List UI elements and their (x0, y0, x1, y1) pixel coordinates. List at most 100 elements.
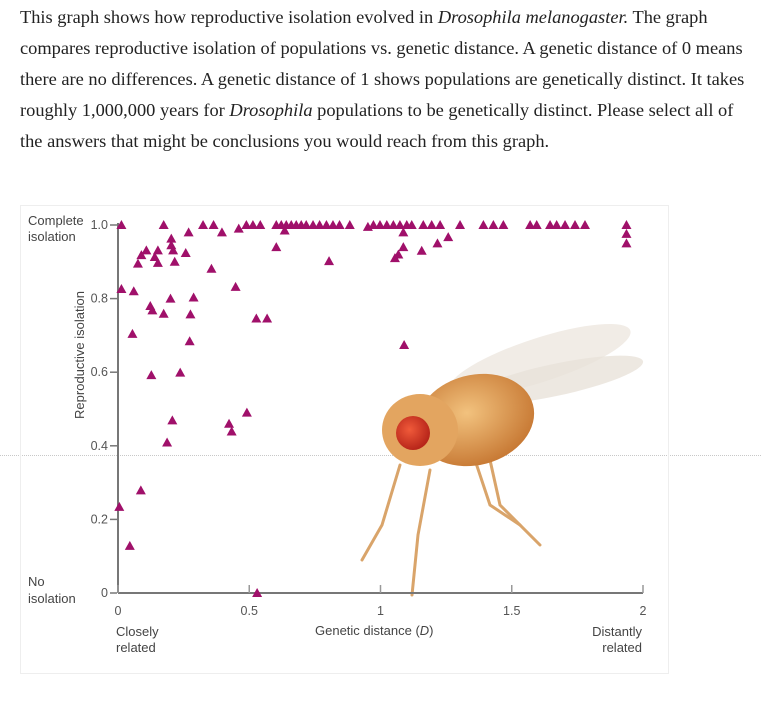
y-tick-label: 0 (101, 586, 108, 600)
x-tick-label: 0 (115, 604, 122, 618)
data-point (389, 253, 400, 263)
data-point (545, 220, 556, 229)
x-left-label-2: related (116, 640, 156, 655)
data-point (184, 336, 195, 346)
y-tick-label: 0.6 (91, 365, 108, 379)
data-point (166, 233, 177, 243)
y-top-label-1: Complete (28, 213, 84, 228)
data-point (324, 256, 335, 266)
data-point (321, 220, 332, 229)
data-point (208, 220, 219, 229)
data-point (158, 220, 169, 229)
data-point (435, 220, 446, 229)
data-point (216, 227, 227, 237)
data-point (455, 220, 466, 229)
y-tick-label: 0.4 (91, 439, 108, 453)
species-name: Drosophila melanogaster. (437, 7, 629, 27)
data-point (226, 426, 237, 436)
question-segment: The graph compares reproductive isolatio… (20, 7, 745, 120)
data-point (175, 367, 186, 377)
data-point (399, 339, 410, 349)
data-point (621, 238, 632, 248)
x-tick-label: 0.5 (241, 604, 258, 618)
data-point (136, 250, 147, 260)
data-point (198, 220, 209, 229)
data-point (551, 220, 562, 229)
question-segment: populations to be genetically distinct. … (20, 100, 734, 151)
data-point (398, 227, 409, 237)
data-point (167, 415, 178, 425)
species-name: Drosophila (229, 100, 313, 120)
data-point (398, 242, 409, 252)
fruit-fly-image (360, 323, 644, 597)
scatter-chart: 0 0.2 0.4 0.6 0.8 1.0 0 0.5 1 1.5 2 Reproductive i… (20, 205, 669, 674)
y-top-label-2: isolation (28, 229, 76, 244)
data-point (416, 245, 427, 255)
data-point (478, 220, 489, 229)
data-point (114, 501, 125, 511)
data-point (116, 284, 127, 294)
data-point (127, 328, 138, 338)
y-bottom-label-1: No (28, 574, 45, 589)
data-point (525, 220, 536, 229)
y-bottom-label-2: isolation (28, 591, 76, 606)
data-point (432, 238, 443, 248)
y-tick-label: 0.8 (91, 292, 108, 306)
data-point (262, 313, 273, 323)
data-point (188, 292, 199, 302)
chart-frame (20, 205, 669, 674)
data-point (241, 407, 252, 417)
data-point (374, 220, 385, 229)
data-point (180, 247, 191, 257)
data-point (152, 245, 163, 255)
x-left-label-1: Closely (116, 624, 159, 639)
data-point (247, 220, 258, 229)
x-right-label-2: related (602, 640, 642, 655)
data-point (271, 242, 282, 252)
data-point (334, 220, 345, 229)
data-point (165, 293, 176, 303)
data-point (327, 220, 338, 229)
data-point (488, 220, 499, 229)
data-point (224, 418, 235, 428)
data-point (183, 227, 194, 237)
data-point (132, 258, 143, 268)
data-point (621, 228, 632, 238)
question-text: This graph shows how reproductive isolat… (20, 2, 750, 157)
data-point (251, 313, 262, 323)
data-point (308, 220, 319, 229)
data-point (169, 256, 180, 266)
data-point (230, 281, 241, 291)
data-point (279, 225, 290, 235)
data-point (206, 263, 217, 273)
data-point (152, 257, 163, 267)
data-point (394, 220, 405, 229)
question-segment: This graph shows how reproductive isolat… (20, 7, 438, 27)
data-point (531, 220, 542, 229)
data-point (406, 220, 417, 229)
x-tick-label: 2 (640, 604, 647, 618)
y-tick-label: 0.2 (91, 512, 108, 526)
data-point (443, 232, 454, 242)
data-point (621, 220, 632, 229)
data-point (141, 245, 152, 255)
data-point (124, 540, 135, 550)
data-point (252, 588, 263, 597)
data-point (146, 370, 157, 380)
data-point (135, 485, 146, 495)
x-tick-label: 1 (377, 604, 384, 618)
data-point (233, 223, 244, 233)
data-point (149, 252, 160, 262)
x-tick-label: 1.5 (503, 604, 520, 618)
data-point (158, 308, 169, 318)
data-point (314, 220, 325, 229)
data-point (301, 220, 312, 229)
data-point (128, 286, 139, 296)
data-point (162, 437, 173, 447)
y-axis-label: Reproductive isolation (72, 291, 87, 419)
data-point (368, 220, 379, 229)
data-point (116, 220, 127, 229)
data-point (579, 220, 590, 229)
x-axis-label: Genetic distance (D) (315, 623, 434, 638)
data-point (255, 220, 266, 229)
